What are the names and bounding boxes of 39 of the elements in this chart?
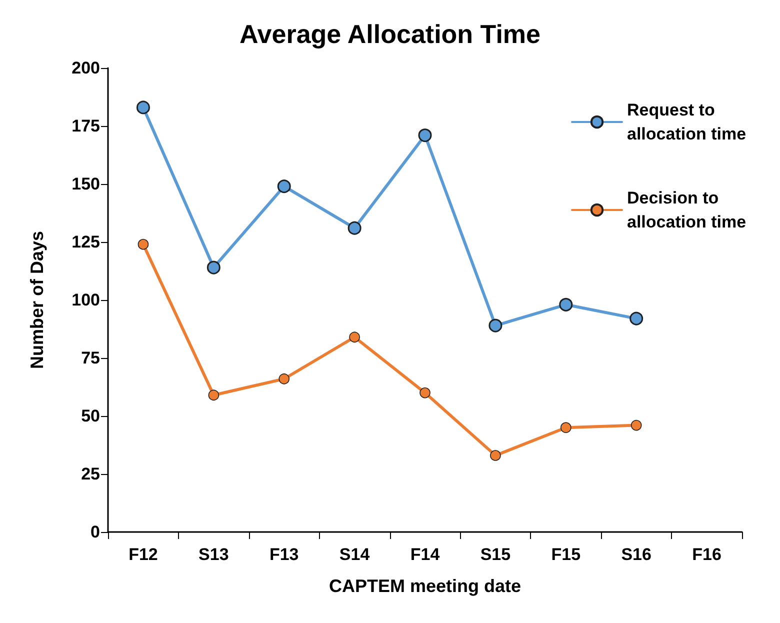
point [418,128,432,142]
point [560,422,572,433]
y-tick-label: 50 [81,406,100,426]
y-tick-label: 25 [81,464,100,484]
legend-label: Request to allocation time [627,100,746,144]
point [208,390,220,401]
x-tick-label: S13 [198,545,229,564]
y-tick-label: 125 [72,232,100,252]
y-axis-title: Number of Days [27,230,47,370]
x-tick-label: S16 [621,545,652,564]
y-tick-label: 200 [72,58,100,78]
x-tick-label: F12 [128,545,158,564]
y-tick-label: 150 [72,174,100,194]
legend-label: Decision to allocation time [627,188,746,232]
point [490,450,501,461]
point [138,238,149,250]
chart-title: Average Allocation Time [239,19,541,49]
point [630,312,644,326]
point [488,318,502,332]
point [559,298,573,312]
point [206,260,220,274]
y-tick-label: 100 [72,290,100,310]
x-tick-label: F14 [410,545,440,564]
x-tick-label: S15 [480,545,511,564]
point [348,221,362,235]
x-tick-label: F16 [692,545,722,564]
y-tick-label: 0 [90,522,100,542]
point [420,387,430,398]
point [349,332,360,343]
x-tick-label: F15 [551,545,581,564]
point [630,420,642,431]
point [136,100,150,114]
x-axis-title: CAPTEM meeting date [328,576,522,596]
y-tick-label: 75 [81,348,100,368]
y-tick-label: 175 [72,116,100,136]
point [278,373,290,384]
x-tick-label: S14 [339,545,370,564]
point [277,180,291,194]
x-tick-label: F13 [269,545,299,564]
